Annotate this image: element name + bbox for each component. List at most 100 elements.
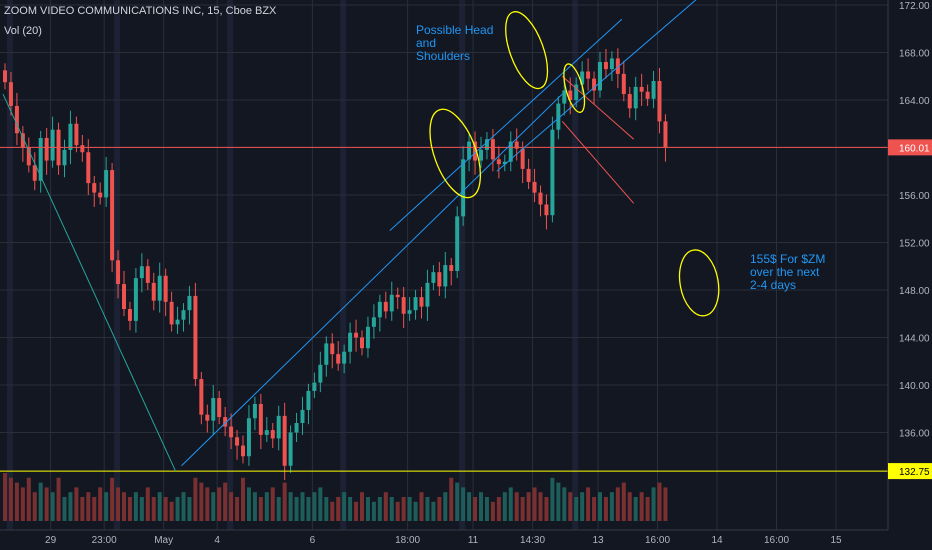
candle-body <box>437 272 442 287</box>
volume-bar <box>50 492 55 521</box>
volume-bar <box>568 492 573 521</box>
price-axis: 172.00168.00164.00160.00156.00152.00148.… <box>887 0 932 530</box>
volume-bar <box>223 482 228 521</box>
volume-bar <box>360 492 364 521</box>
volume-bar <box>235 497 240 521</box>
volume-bar <box>395 501 400 521</box>
head-shoulders-annotation[interactable]: Possible Head and Shoulders <box>416 23 494 63</box>
volume-bar <box>657 482 662 521</box>
ellipse-target-circle <box>678 249 720 317</box>
trendline-breakdown-1 <box>561 75 635 140</box>
volume-bar <box>330 501 335 521</box>
candle-body <box>3 70 7 83</box>
candle-body <box>514 141 519 149</box>
volume-bar <box>199 482 204 521</box>
volume-bar <box>526 492 531 521</box>
candle-body <box>246 418 251 457</box>
volume-bar <box>92 497 97 521</box>
volume-bar <box>98 487 103 521</box>
candle-body <box>229 426 234 438</box>
ellipse-right-shoulder <box>563 63 586 113</box>
candle-body <box>139 266 144 279</box>
volume-bar <box>175 497 180 521</box>
candle-body <box>508 141 513 162</box>
volume-bar <box>20 487 25 521</box>
candle-body <box>401 297 406 314</box>
volume-bar <box>122 492 126 521</box>
candle-body <box>330 343 335 355</box>
candle-body <box>169 301 174 325</box>
volume-bar <box>651 487 656 521</box>
trendline-channel-lower <box>181 93 563 467</box>
volume-bar <box>615 487 620 521</box>
volume-bar <box>32 492 37 521</box>
price-target-annotation[interactable]: 155$ For $ZM over the next 2-4 days <box>750 252 826 292</box>
candle-body <box>532 181 537 193</box>
candle-body <box>473 141 478 161</box>
candle-body <box>467 141 472 160</box>
time-axis-bg <box>0 530 932 550</box>
candle-body <box>26 147 31 166</box>
candle-body <box>252 404 257 419</box>
volume-bar <box>479 492 483 521</box>
chart-title[interactable]: ZOOM VIDEO COMMUNICATIONS INC, 15, Cboe … <box>4 5 277 17</box>
volume-bar <box>419 492 424 521</box>
candle-body <box>20 133 25 148</box>
session-stripe <box>459 0 466 530</box>
candle-body <box>235 437 240 446</box>
volume-bar <box>252 492 257 521</box>
volume-bar <box>520 497 525 521</box>
volume-bar <box>264 492 269 521</box>
candle-body <box>627 94 632 109</box>
candle-body <box>455 216 460 271</box>
candle-body <box>116 260 121 285</box>
volume-bar <box>241 477 245 521</box>
volume-bar <box>389 497 394 521</box>
candle-body <box>264 430 269 435</box>
candle-body <box>633 86 638 109</box>
candle-body <box>550 129 555 216</box>
candle-body <box>538 192 543 205</box>
volume-bar <box>562 487 567 521</box>
y-tick-label: 136.00 <box>899 429 930 440</box>
volume-indicator-label[interactable]: Vol (20) <box>4 25 42 37</box>
candle-body <box>68 123 73 150</box>
session-stripe <box>572 0 579 530</box>
volume-bar <box>627 492 632 521</box>
x-tick-label: 6 <box>310 535 316 546</box>
y-tick-label: 172.00 <box>899 1 930 12</box>
candle-body <box>407 310 412 314</box>
session-stripe <box>227 0 234 530</box>
volume-bar <box>336 497 341 521</box>
price-levels <box>0 146 888 472</box>
volume-bar <box>490 501 495 521</box>
volume-bar <box>104 492 109 521</box>
x-tick-label: 16:00 <box>764 535 789 546</box>
candle-body <box>98 192 103 198</box>
candle-body <box>490 139 495 160</box>
candle-body <box>80 145 85 153</box>
volume-bar <box>211 492 216 521</box>
candle-body <box>127 309 132 321</box>
volume-bar <box>80 497 85 521</box>
candle-body <box>663 121 668 148</box>
volume-bar <box>56 477 61 521</box>
volume-bar <box>532 487 537 521</box>
candle-body <box>122 284 126 309</box>
candle-body <box>419 297 424 307</box>
volume-bar <box>603 497 608 521</box>
time-axis: 29 23:00 May 4 6 18:00 11 14:30 13 16:00 14 16:00 15 <box>0 529 932 550</box>
volume-bar <box>431 501 436 521</box>
volume-bar <box>401 497 406 521</box>
candle-body <box>151 282 156 301</box>
volume-bar <box>151 497 156 521</box>
volume-bar <box>461 487 466 521</box>
y-tick-label: 140.00 <box>899 381 930 392</box>
volume-bar <box>217 487 222 521</box>
candle-body <box>645 91 650 99</box>
candle-body <box>282 415 287 466</box>
volume-bar <box>133 492 138 521</box>
candle-body <box>312 382 317 391</box>
